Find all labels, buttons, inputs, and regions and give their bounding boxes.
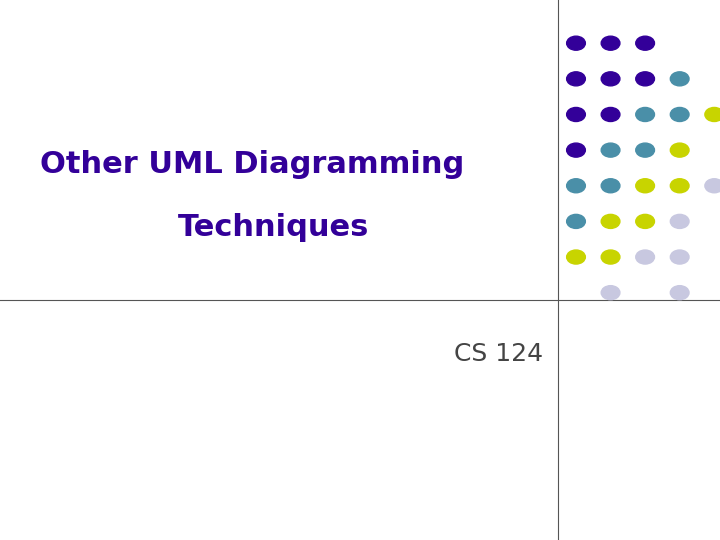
Circle shape xyxy=(601,107,620,122)
Circle shape xyxy=(705,179,720,193)
Circle shape xyxy=(601,72,620,86)
Circle shape xyxy=(601,286,620,300)
Circle shape xyxy=(601,143,620,157)
Circle shape xyxy=(636,36,654,50)
Circle shape xyxy=(567,72,585,86)
Circle shape xyxy=(601,250,620,264)
Circle shape xyxy=(636,250,654,264)
Circle shape xyxy=(670,179,689,193)
Circle shape xyxy=(567,250,585,264)
Circle shape xyxy=(601,214,620,228)
Circle shape xyxy=(567,36,585,50)
Circle shape xyxy=(670,143,689,157)
Circle shape xyxy=(567,107,585,122)
Circle shape xyxy=(636,179,654,193)
Circle shape xyxy=(601,36,620,50)
Text: Techniques: Techniques xyxy=(178,213,369,242)
Text: CS 124: CS 124 xyxy=(454,342,544,366)
Circle shape xyxy=(670,107,689,122)
Circle shape xyxy=(705,107,720,122)
Circle shape xyxy=(636,143,654,157)
Circle shape xyxy=(636,214,654,228)
Circle shape xyxy=(567,143,585,157)
Circle shape xyxy=(636,107,654,122)
Text: Other UML Diagramming: Other UML Diagramming xyxy=(40,150,464,179)
Circle shape xyxy=(670,286,689,300)
Circle shape xyxy=(601,179,620,193)
Circle shape xyxy=(567,179,585,193)
Circle shape xyxy=(636,72,654,86)
Circle shape xyxy=(670,72,689,86)
Circle shape xyxy=(670,214,689,228)
Circle shape xyxy=(670,250,689,264)
Circle shape xyxy=(567,214,585,228)
